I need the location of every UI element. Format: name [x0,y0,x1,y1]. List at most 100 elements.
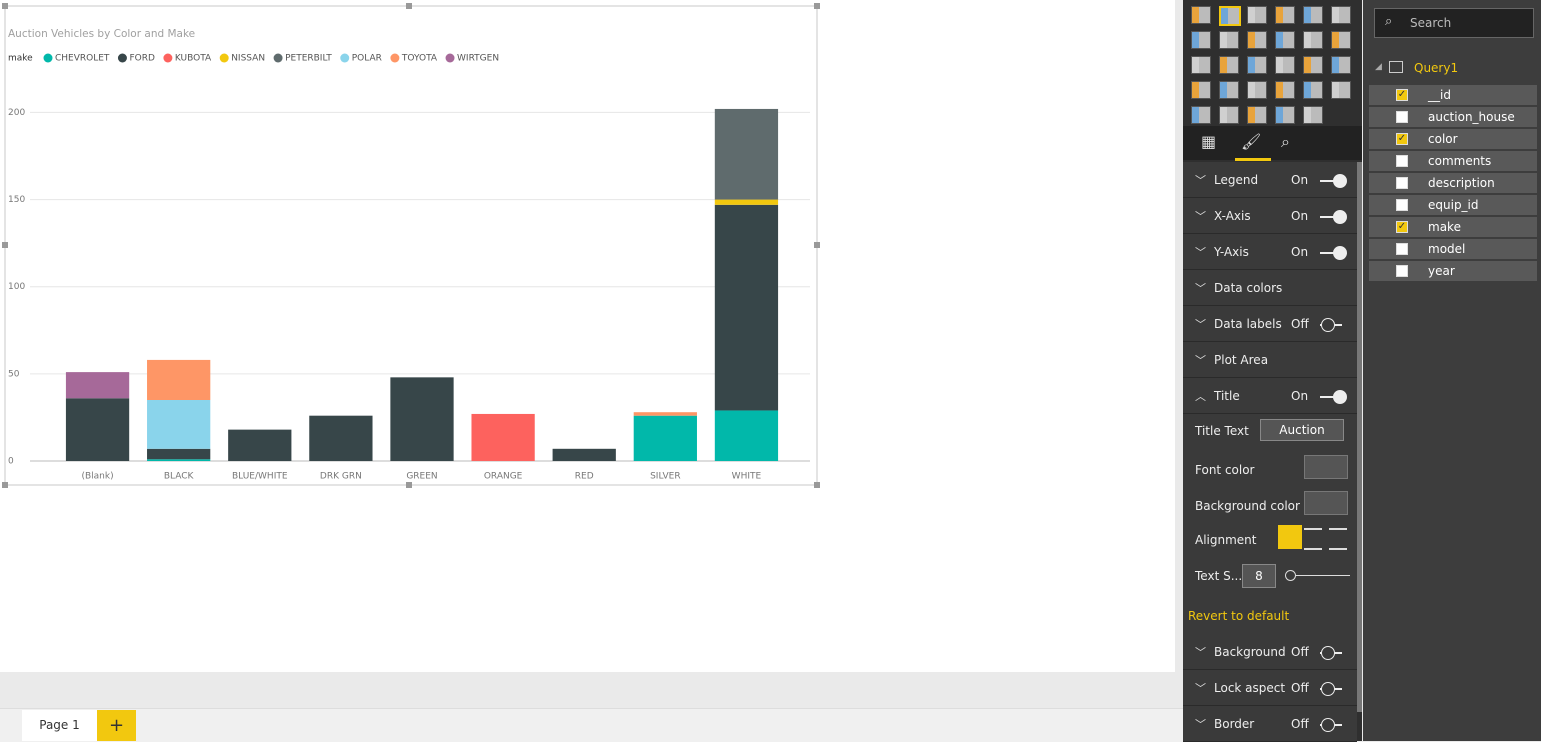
toggle-knob[interactable] [1333,390,1347,404]
align-right[interactable] [1329,528,1347,550]
revert-link[interactable]: Revert to default [1188,609,1290,623]
color-picker[interactable] [1304,491,1348,515]
field-row[interactable]: ✓ make [1369,217,1537,237]
checkbox[interactable]: ✓ [1396,221,1408,233]
checkbox[interactable] [1396,265,1408,277]
y-tick-label: 150 [8,195,25,205]
format-section[interactable]: ﹀ X-Axis On [1183,198,1357,234]
legend-marker [43,53,53,63]
visual-icon[interactable] [1247,31,1267,49]
toggle-knob[interactable] [1333,174,1347,188]
add-page[interactable]: + [97,710,136,741]
visual-icon[interactable] [1191,81,1211,99]
format-section[interactable]: ﹀ Legend On [1183,162,1357,198]
title-text-input[interactable]: Auction Vehic... [1260,419,1344,441]
visual-icon[interactable] [1219,106,1239,124]
visual-icon[interactable] [1191,106,1211,124]
field-row[interactable]: model [1369,239,1537,259]
visual-icon[interactable] [1191,6,1211,24]
checkbox[interactable]: ✓ [1396,133,1408,145]
pane-tab[interactable]: 🖌 [1241,132,1262,151]
toggle-track[interactable] [1320,396,1342,398]
table-name[interactable]: Query1 [1414,61,1459,75]
toggle-track[interactable] [1320,180,1342,182]
visual-icon[interactable] [1331,6,1351,24]
visual-icon[interactable] [1331,81,1351,99]
text-size-input[interactable]: 8 [1242,564,1276,588]
bar-segment [147,359,211,400]
toggle-knob[interactable] [1333,246,1347,260]
toggle-knob[interactable] [1321,682,1335,696]
visual-icon[interactable] [1219,81,1239,99]
format-section[interactable]: ︿ Title On [1183,378,1357,414]
visual-icon[interactable] [1275,31,1295,49]
toggle-track[interactable] [1320,216,1342,218]
visual-icon[interactable] [1219,6,1241,26]
bar-segment [633,415,697,461]
pane-tab[interactable]: ▦ [1201,132,1217,151]
slider-knob[interactable] [1285,570,1296,581]
field-name: equip_id [1428,198,1479,212]
visual-icon[interactable] [1275,56,1295,74]
toggle-knob[interactable] [1321,718,1335,732]
bar-segment [390,377,454,461]
visual-icon[interactable] [1247,81,1267,99]
format-section[interactable]: ﹀ Data colors [1183,270,1357,306]
resize-handle [2,482,8,488]
search-box[interactable]: ⌕ Search [1374,8,1534,38]
format-section[interactable]: ﹀ Plot Area [1183,342,1357,378]
toggle-track[interactable] [1320,252,1342,254]
visual-icon[interactable] [1331,56,1351,74]
legend-marker [219,53,229,63]
visual-icon[interactable] [1275,106,1295,124]
visual-icon[interactable] [1247,56,1267,74]
visual-icon[interactable] [1303,106,1323,124]
color-picker[interactable] [1304,455,1348,479]
format-section[interactable]: ﹀ Lock aspect Off [1183,670,1357,706]
checkbox[interactable] [1396,177,1408,189]
visual-icon[interactable] [1303,6,1323,24]
format-section[interactable]: ﹀ Y-Axis On [1183,234,1357,270]
checkbox[interactable] [1396,243,1408,255]
section-label: Y-Axis [1214,245,1249,259]
toggle-knob[interactable] [1321,318,1335,332]
visual-icon[interactable] [1275,81,1295,99]
visual-icon[interactable] [1247,6,1267,24]
expand-caret[interactable]: ◢ [1375,62,1382,72]
visual-icon[interactable] [1247,106,1267,124]
visual-icon[interactable] [1303,81,1323,99]
field-row[interactable]: year [1369,261,1537,281]
visual-icon[interactable] [1275,6,1295,24]
field-row[interactable]: description [1369,173,1537,193]
format-section[interactable]: ﹀ Border Off [1183,706,1357,742]
checkbox[interactable]: ✓ [1396,89,1408,101]
visual-icon[interactable] [1219,31,1239,49]
visual-icon[interactable] [1303,56,1323,74]
page-tab[interactable]: Page 1 [22,710,97,741]
caret: ﹀ [1195,646,1206,659]
checkbox[interactable] [1396,155,1408,167]
visual-icon[interactable] [1191,56,1211,74]
field-row[interactable]: ✓ __id [1369,85,1537,105]
x-tick-label: BLACK [164,472,195,482]
format-section[interactable]: ﹀ Background Off [1183,634,1357,670]
pane-tab[interactable]: ⌕ [1281,132,1290,151]
visual-icon[interactable] [1191,31,1211,49]
visual-icon[interactable] [1331,31,1351,49]
align-center[interactable] [1304,528,1322,550]
format-section[interactable]: ﹀ Data labels Off [1183,306,1357,342]
field-row[interactable]: auction_house [1369,107,1537,127]
field-row[interactable]: equip_id [1369,195,1537,215]
toggle-knob[interactable] [1321,646,1335,660]
field-row[interactable]: comments [1369,151,1537,171]
visual-icon[interactable] [1219,56,1239,74]
checkbox[interactable] [1396,111,1408,123]
align-left[interactable] [1278,525,1302,549]
field-name: model [1428,242,1466,256]
chart[interactable]: Auction Vehicles by Color and Make make … [0,0,820,490]
toggle-knob[interactable] [1333,210,1347,224]
field-row[interactable]: ✓ color [1369,129,1537,149]
checkbox[interactable] [1396,199,1408,211]
section-label: Legend [1214,173,1259,187]
visual-icon[interactable] [1303,31,1323,49]
